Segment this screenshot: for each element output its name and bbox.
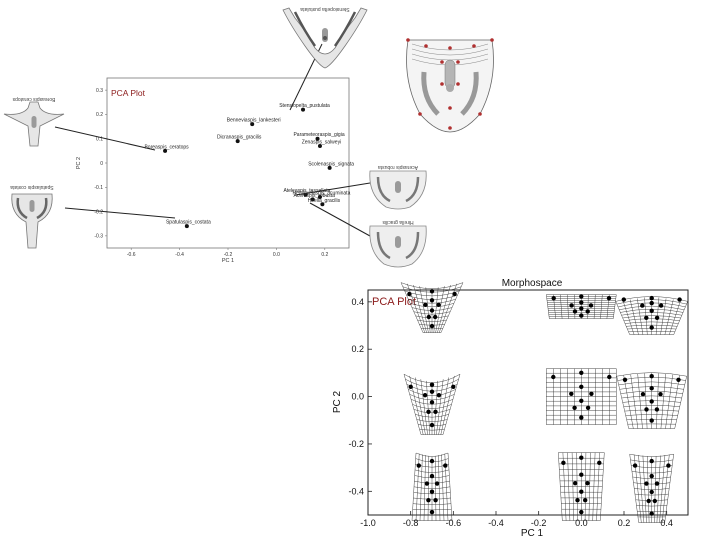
x-tick-label: -0.4	[488, 518, 504, 528]
x-tick-label: -0.8	[403, 518, 419, 528]
x-tick-label: 0.2	[321, 252, 328, 258]
scatter-point	[250, 122, 255, 127]
morphospace-plot: Morphospace PCA Plot -1.0 -0.8 -0.6 -0.4 -0.…	[332, 278, 689, 539]
skull-caption-top: Stensiopelta pustulata	[300, 6, 349, 12]
deformation-grid	[400, 282, 464, 333]
scatter-point	[163, 148, 168, 153]
x-tick-label: 0.0	[273, 252, 280, 258]
deformation-grid	[546, 294, 617, 319]
point-label: Parameteoraspis_gigia	[293, 132, 344, 138]
pca-plot-small-xlabel: PC 1	[222, 258, 234, 264]
point-label: Ateleaspis_tessellata	[283, 188, 330, 194]
morphospace-title: Morphospace	[502, 278, 563, 289]
point-label: Dicranaspis_gracilis	[217, 135, 262, 141]
x-tick-label: 0.4	[660, 518, 673, 528]
y-tick-label: 0.3	[96, 88, 103, 94]
leader-line	[295, 182, 371, 196]
y-tick-label: -0.4	[348, 486, 364, 496]
deformation-grid	[403, 374, 461, 435]
leader-lines	[54, 43, 371, 237]
y-tick-label: -0.2	[348, 439, 364, 449]
deformation-grid	[616, 372, 687, 429]
scatter-point	[317, 144, 322, 148]
x-tick-label: -0.4	[175, 252, 184, 258]
deformation-grid	[615, 295, 688, 335]
leader-line	[309, 202, 371, 237]
y-tick-label: 0.0	[351, 392, 364, 402]
x-tick-label: 0.2	[618, 518, 631, 528]
point-label: Hemicyclaspis_acuminata	[293, 191, 351, 197]
skull-caption-left-lower: Spatulaspis costata	[10, 184, 54, 190]
scatter-point	[184, 224, 189, 229]
scatter-point	[315, 136, 320, 141]
skull-illustration: Stensiopelta pustulata	[282, 6, 368, 69]
morphospace-plot-label: PCA Plot	[372, 296, 416, 308]
y-tick-label: 0.2	[96, 112, 103, 118]
skull-illustration: Aceraspis robusta	[369, 164, 427, 210]
deformation-grid	[411, 452, 453, 521]
point-label: Hirella_gracilis	[308, 198, 341, 204]
deformation-grid	[546, 368, 617, 425]
y-tick-label: 0.4	[351, 297, 364, 307]
skull-illustration: Boreaspis ceratops	[3, 96, 65, 147]
deformation-grid	[629, 453, 674, 523]
scatter-point	[301, 107, 306, 112]
point-label: Zenaspis_salweyi	[302, 140, 341, 146]
point-label: Scolenaspis_signata	[308, 161, 354, 167]
x-tick-label: -1.0	[360, 518, 376, 528]
pca-plot-small-frame	[106, 77, 350, 249]
deformation-grid	[558, 452, 605, 521]
scatter-point	[317, 195, 322, 199]
morphospace-xlabel: PC 1	[521, 528, 544, 539]
y-tick-label: -0.1	[94, 185, 103, 191]
x-tick-label: -0.6	[446, 518, 462, 528]
point-label: Aceraspis_robusta	[293, 193, 335, 199]
y-tick-label: 0	[100, 161, 103, 167]
skull-caption-right-upper: Aceraspis robusta	[378, 164, 418, 170]
scatter-point	[327, 165, 332, 170]
point-label: Stensiopelta_pustulata	[279, 103, 330, 109]
y-tick-label: -0.2	[94, 209, 103, 215]
leader-line	[54, 126, 156, 151]
pca-plot-small-label: PCA Plot	[111, 88, 146, 98]
scatter-point	[235, 139, 240, 144]
landmark-reference-skull	[406, 38, 494, 133]
x-tick-label: -0.2	[531, 518, 547, 528]
skull-illustration: Hirella gracilis	[369, 219, 427, 268]
y-tick-label: -0.3	[94, 234, 103, 240]
x-tick-label: -0.6	[127, 252, 136, 258]
skull-caption-right-lower: Hirella gracilis	[382, 219, 414, 225]
x-tick-label: -0.2	[224, 252, 233, 258]
x-tick-label: 0.0	[575, 518, 588, 528]
y-tick-label: 0.2	[351, 344, 364, 354]
scatter-point	[320, 202, 325, 207]
skull-illustration: Spatulaspis costata	[10, 184, 54, 249]
pca-plot-small: PCA Plot -0.6 -0.4 -0.2 0.0 0.2 0.3 0.2 0.1 0 -0…	[76, 77, 354, 264]
morphospace-ylabel: PC 2	[332, 390, 343, 413]
scatter-point	[310, 197, 315, 202]
y-tick-label: 0.1	[96, 137, 103, 143]
pca-plot-small-ylabel: PC 2	[76, 157, 82, 169]
leader-line	[64, 207, 176, 219]
skull-caption-left-upper: Boreaspis ceratops	[12, 96, 55, 102]
point-label: Benneviaspis_lankesteri	[227, 118, 281, 124]
point-label: Spatulaspis_costata	[166, 220, 211, 226]
point-label: Boreaspis_ceratops	[144, 144, 189, 150]
